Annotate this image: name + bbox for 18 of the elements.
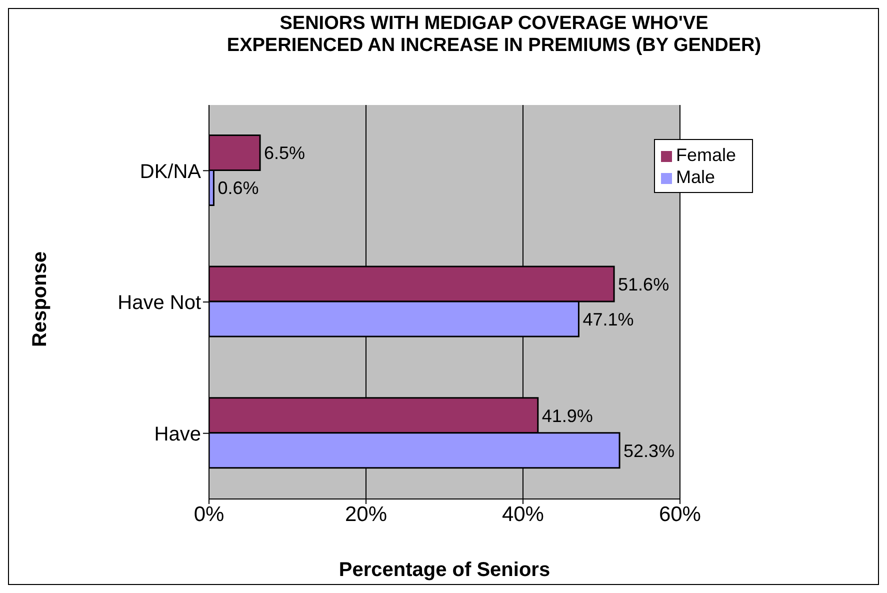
data-label: 47.1% [582, 309, 634, 330]
x-tick-label: 60% [658, 502, 701, 526]
data-label: 6.5% [264, 143, 306, 164]
chart-title: SENIORS WITH MEDIGAP COVERAGE WHO'VE EXPERIENCED AN INCREASE IN PREMIUMS (BY GENDER) [226, 13, 762, 57]
x-tick-label: 40% [502, 502, 544, 526]
data-label: 41.9% [542, 406, 593, 426]
legend-label: Female [676, 145, 736, 165]
legend-label: Male [676, 167, 715, 187]
x-tick-label: 0% [194, 502, 224, 526]
y-tick-label: Have [154, 423, 201, 446]
x-axis-title: Percentage of Seniors [338, 559, 550, 581]
x-tick-label: 20% [344, 502, 388, 526]
y-axis-title: Response [29, 251, 52, 347]
data-label: 0.6% [218, 178, 259, 198]
y-tick-label: DK/NA [140, 160, 202, 183]
data-label: 51.6% [618, 274, 670, 294]
y-tick-label: Have Not [118, 292, 202, 314]
data-label: 52.3% [624, 440, 675, 461]
